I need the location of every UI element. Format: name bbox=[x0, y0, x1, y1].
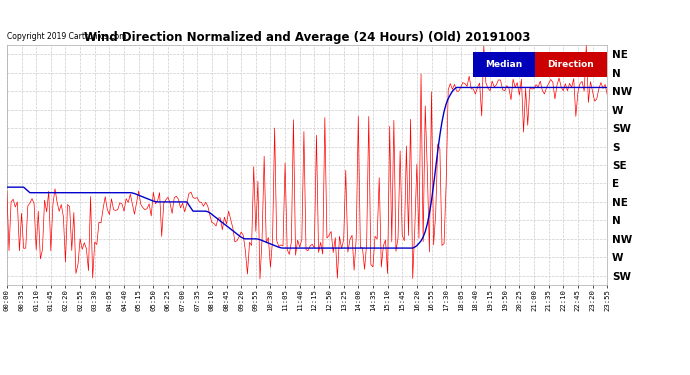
Title: Wind Direction Normalized and Average (24 Hours) (Old) 20191003: Wind Direction Normalized and Average (2… bbox=[84, 31, 530, 44]
Text: Direction: Direction bbox=[548, 60, 594, 69]
Text: Copyright 2019 Cartronics.com: Copyright 2019 Cartronics.com bbox=[7, 32, 126, 41]
Text: Median: Median bbox=[485, 60, 522, 69]
